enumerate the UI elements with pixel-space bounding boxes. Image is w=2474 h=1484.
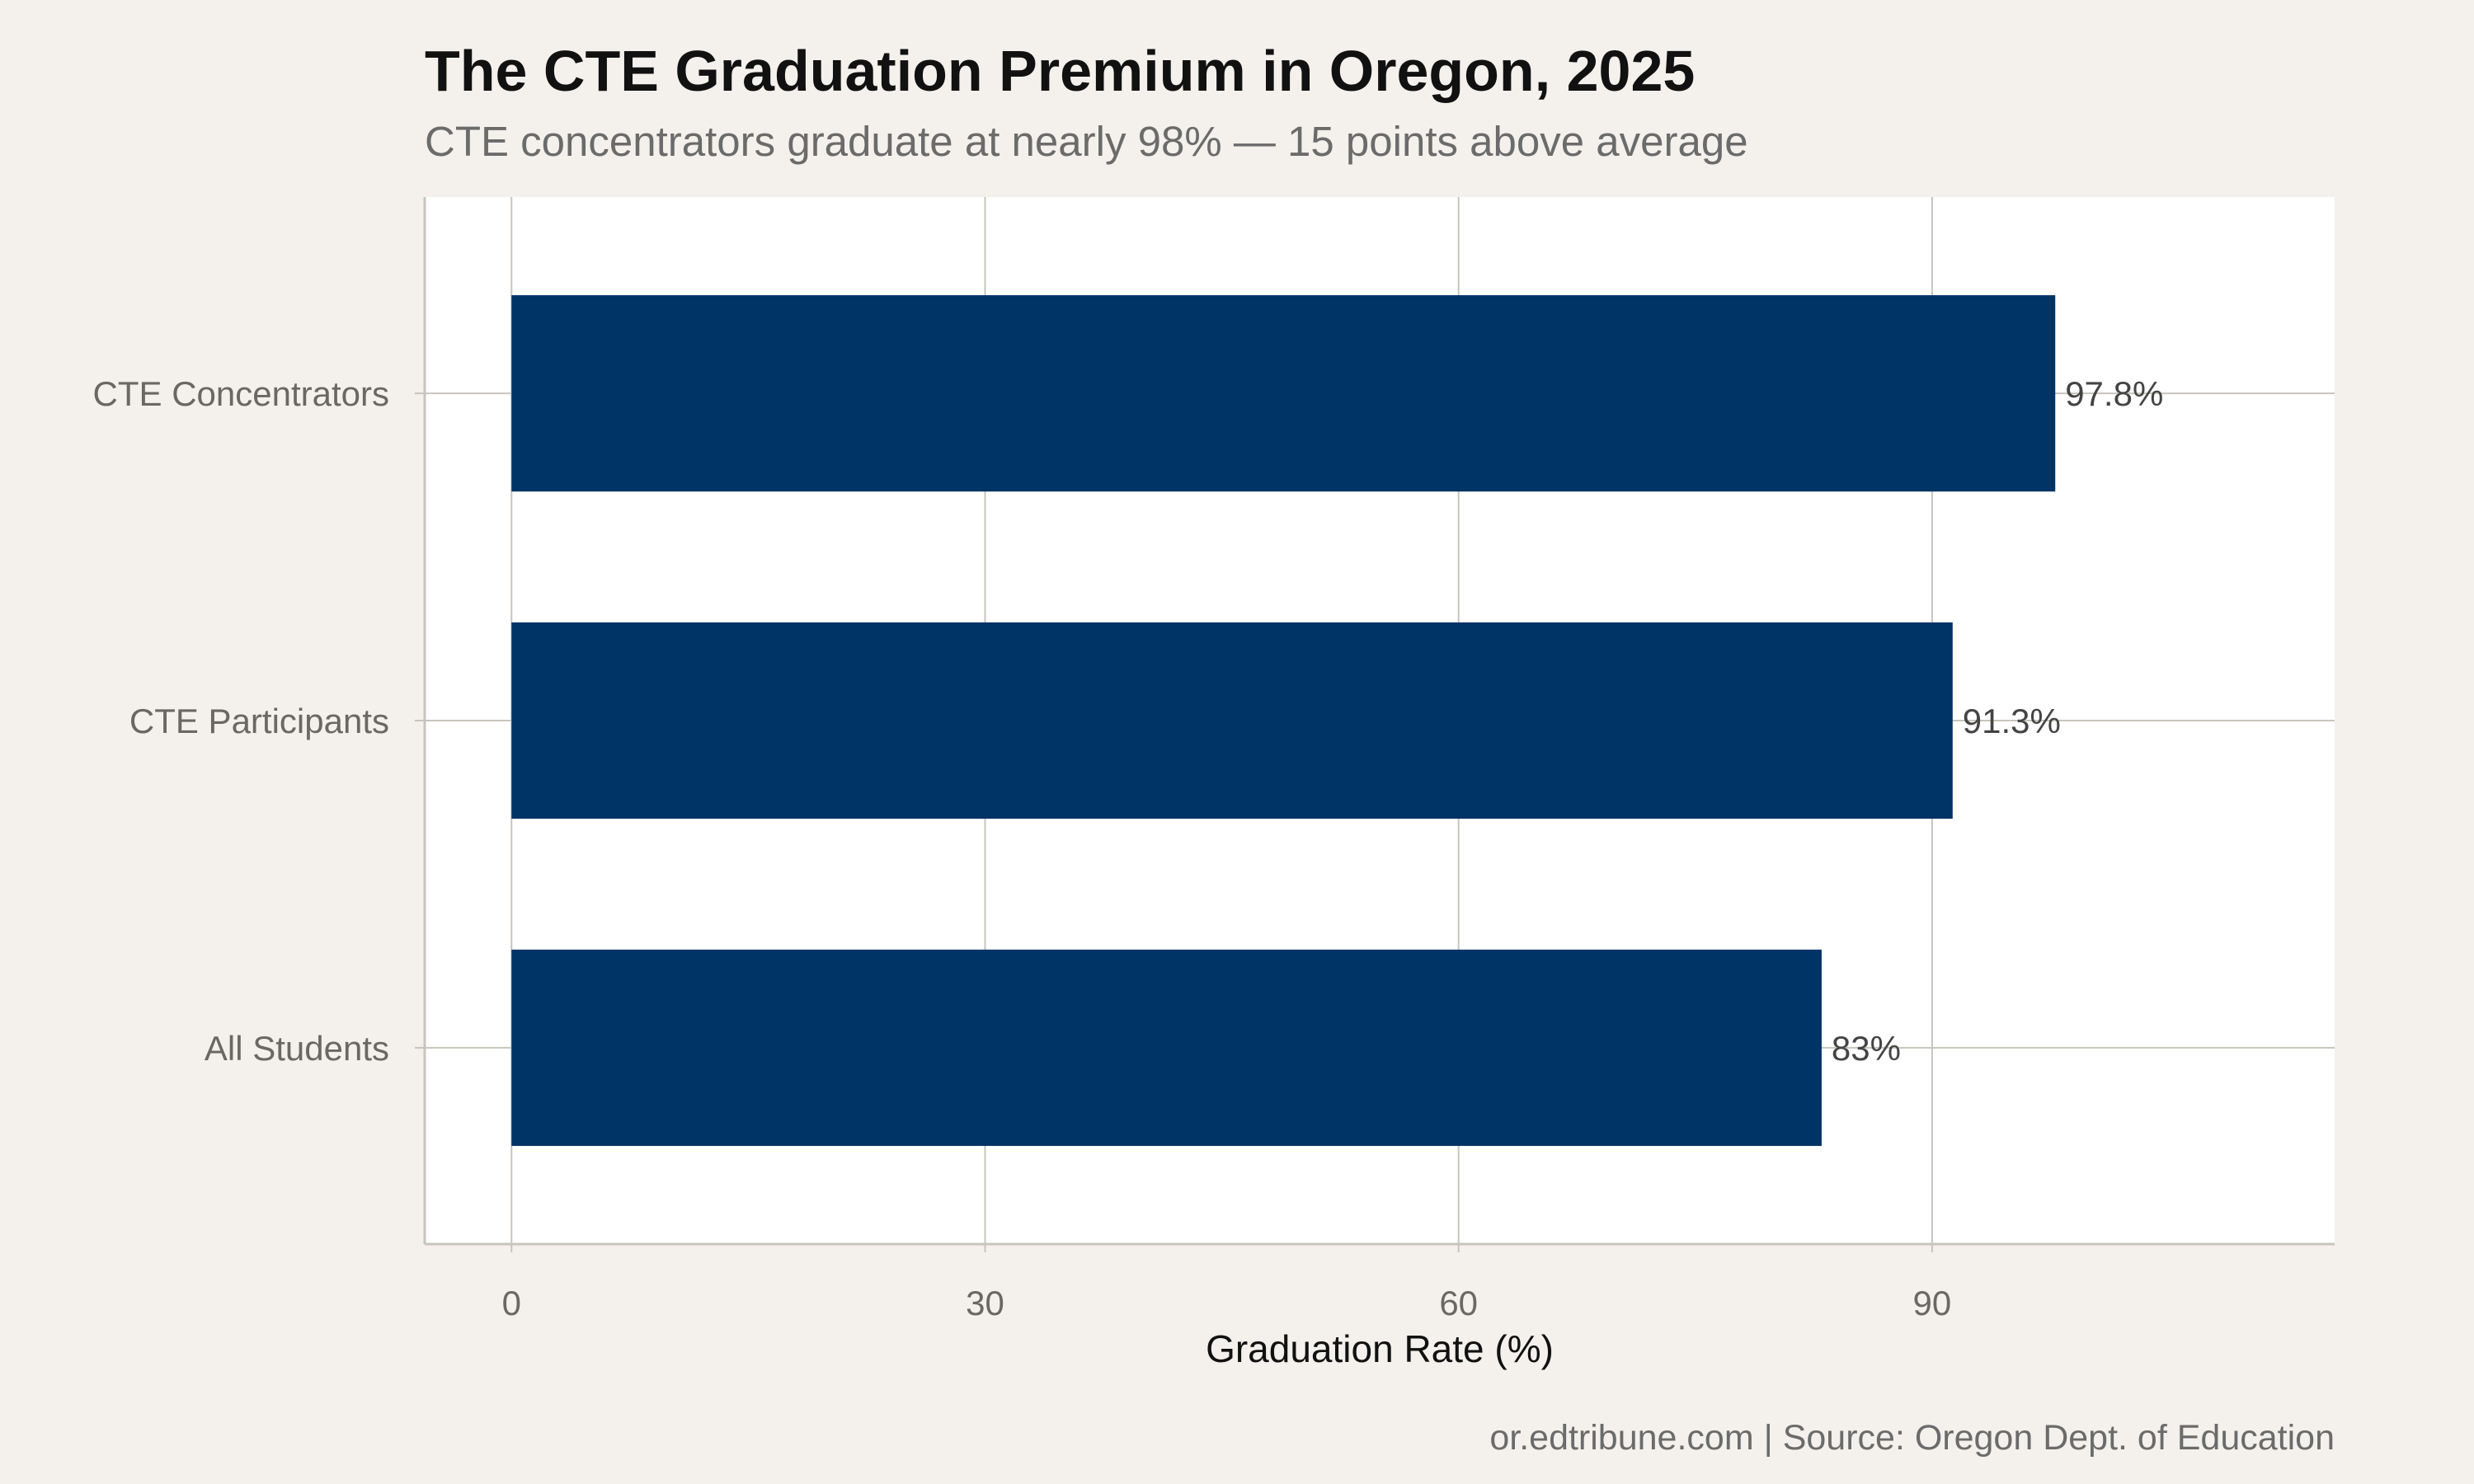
caption: or.edtribune.com | Source: Oregon Dept. …	[1489, 1418, 2335, 1458]
x-axis-title: Graduation Rate (%)	[1206, 1327, 1554, 1370]
bar-cte-concentrators	[511, 295, 2056, 492]
x-tick-label: 30	[966, 1284, 1004, 1322]
y-tick-label: All Students	[205, 1029, 389, 1068]
x-tick-label: 90	[1913, 1284, 1952, 1322]
chart-subtitle: CTE concentrators graduate at nearly 98%…	[425, 118, 1748, 165]
y-tick-label: CTE Participants	[129, 702, 389, 740]
chart-title: The CTE Graduation Premium in Oregon, 20…	[425, 39, 1695, 103]
x-tick-label: 0	[502, 1284, 521, 1322]
bar-all-students	[511, 949, 1822, 1146]
bar-cte-participants	[511, 622, 1953, 819]
x-tick-label: 60	[1439, 1284, 1478, 1322]
data-label: 83%	[1832, 1029, 1901, 1068]
data-label: 97.8%	[2065, 374, 2163, 413]
y-tick-label: CTE Concentrators	[93, 374, 389, 413]
data-label: 91.3%	[1963, 702, 2061, 740]
